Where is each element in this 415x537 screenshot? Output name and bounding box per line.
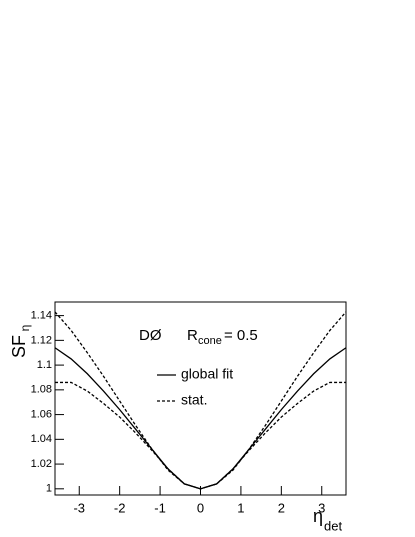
y-tick-label: 1.12 [31,334,52,346]
x-tick-label: 2 [278,500,285,515]
y-tick-label: 1.08 [31,384,52,396]
y-tick-label: 1.1 [37,359,52,371]
y-axis-title: SF η [9,325,32,358]
legend-label: stat. [181,392,207,408]
x-label-sub: det [324,518,342,533]
y-tick-label: 1 [46,483,52,495]
y-tick-label: 1.02 [31,458,52,470]
x-tick-label: -1 [154,500,166,515]
annotation: R [187,327,198,344]
y-label-sub: η [18,325,32,332]
x-tick-label: -3 [73,500,85,515]
x-tick-label: 3 [318,500,325,515]
y-label: SF [9,335,29,358]
legend-label: global fit [181,366,233,382]
annotation: DØ [139,327,162,344]
y-tick-label: 1.04 [31,433,52,445]
x-tick-label: -2 [114,500,126,515]
y-tick-label: 1.14 [31,310,52,322]
x-label: η [313,506,323,526]
y-tick-label: 1.06 [31,408,52,420]
annotation: = 0.5 [224,327,258,344]
x-tick-label: 1 [237,500,244,515]
x-tick-label: 0 [197,500,204,515]
line [55,381,346,490]
annotation: cone [198,335,222,347]
